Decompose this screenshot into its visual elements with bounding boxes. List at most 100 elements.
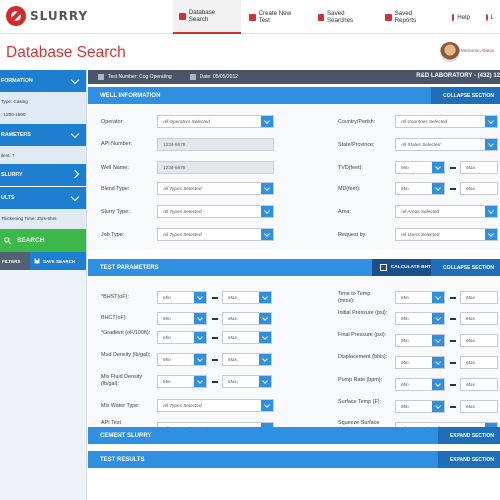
chevron-down-icon xyxy=(70,75,80,85)
welcome-prefix: Welcome, xyxy=(461,48,481,53)
final-pressure-min-select[interactable]: Min. xyxy=(395,334,445,347)
md-min-select[interactable]: Min. xyxy=(395,182,445,195)
bhst-min-select[interactable]: Min. xyxy=(157,291,207,304)
bhct-min-select[interactable]: Min. xyxy=(157,312,207,325)
range-dash xyxy=(450,362,456,364)
mud-density-label: Mud Density (lb/gal): xyxy=(101,352,151,358)
expand-section-button[interactable]: EXPAND SECTION xyxy=(437,427,500,444)
chevron-down-icon xyxy=(194,376,206,387)
initial-pressure-min-select[interactable]: Min. xyxy=(395,312,445,325)
chevron-down-icon xyxy=(432,335,444,346)
range-dash xyxy=(212,359,218,361)
country-select[interactable]: All Countries Selected xyxy=(395,115,498,128)
top-navigation-bar: SLURRY Database Search Create New Test S… xyxy=(0,0,500,34)
nav-create-new-test[interactable]: Create New Test xyxy=(243,0,307,34)
time-to-temp-min-select[interactable]: Min. xyxy=(395,291,445,304)
chevron-down-icon xyxy=(70,192,80,202)
area-select[interactable]: All Areas Selected xyxy=(395,205,498,218)
request-by-select[interactable]: All Users Selected xyxy=(395,228,498,241)
collapse-section-button[interactable]: COLLAPSE SECTION xyxy=(431,259,500,276)
chevron-down-icon xyxy=(194,292,206,303)
search-button[interactable]: SEARCH xyxy=(0,229,86,252)
nav-logout[interactable]: L xyxy=(480,0,500,34)
expand-section-button[interactable]: EXPAND SECTION xyxy=(437,451,500,468)
bhct-max-select[interactable]: Max. xyxy=(222,312,272,325)
mix-water-type-label: Mix Water Type: xyxy=(101,403,140,409)
nav-saved-reports[interactable]: Saved Reports xyxy=(379,0,439,34)
collapse-section-button[interactable]: COLLAPSE SECTION xyxy=(431,87,500,104)
help-icon xyxy=(452,13,455,21)
mix-water-type-select[interactable]: All Types Selected xyxy=(157,399,274,412)
nav-help[interactable]: Help xyxy=(446,0,476,34)
filters-button[interactable]: FILTERS xyxy=(0,252,30,270)
mud-density-min-select[interactable]: Min. xyxy=(157,353,207,366)
initial-pressure-label: Initial Pressure (psi): xyxy=(338,310,388,316)
save-search-button[interactable]: SAVE SEARCH xyxy=(30,252,86,270)
tvd-max-select[interactable]: Max. xyxy=(460,161,498,174)
state-select[interactable]: All States Selected xyxy=(395,138,498,151)
range-dash xyxy=(450,384,456,386)
chevron-down-icon xyxy=(259,376,271,387)
displacement-max-select[interactable]: Max. xyxy=(460,356,498,369)
md-label: MD(feet): xyxy=(338,186,361,192)
lab-contact: R&D LABORATORY - (432) 12 xyxy=(416,73,500,79)
chevron-down-icon xyxy=(259,332,271,343)
sidebar-section-formation[interactable]: FORMATION xyxy=(0,70,86,92)
avatar[interactable] xyxy=(440,42,460,62)
well-name-field[interactable]: 1234-5678 xyxy=(157,161,274,174)
range-dash xyxy=(212,297,218,299)
database-icon xyxy=(179,12,186,20)
slurry-type-select[interactable]: All Types Selected xyxy=(157,205,274,218)
sidebar-section-results[interactable]: ULTS xyxy=(0,187,86,209)
surface-temp-max-select[interactable]: Max. xyxy=(460,400,498,413)
pump-rate-max-select[interactable]: Max. xyxy=(460,378,498,391)
gradient-min-select[interactable]: Min. xyxy=(157,331,207,344)
time-to-temp-max-select[interactable]: Max. xyxy=(460,291,498,304)
sidebar-section-parameters[interactable]: RAMETERS xyxy=(0,124,86,146)
mix-fluid-density-label: Mix Fluid Density (lb/gal): xyxy=(101,374,143,387)
job-type-select[interactable]: All Types Selected xyxy=(157,228,274,241)
mix-fluid-density-max-select[interactable]: Max. xyxy=(222,375,272,388)
operator-select[interactable]: All Operators Selected xyxy=(157,115,274,128)
slurry-logo[interactable]: SLURRY xyxy=(6,6,88,26)
mix-fluid-density-min-select[interactable]: Min. xyxy=(157,375,207,388)
user-name[interactable]: Danie xyxy=(482,48,494,53)
chevron-down-icon xyxy=(432,292,444,303)
chevron-down-icon xyxy=(194,313,206,324)
sidebar-filter-item: : 1200-1500 xyxy=(1,112,26,117)
range-dash xyxy=(212,381,218,383)
api-number-field[interactable]: 1234-5678 xyxy=(157,138,274,151)
nav-database-search[interactable]: Database Search xyxy=(173,0,241,34)
gradient-max-select[interactable]: Max. xyxy=(222,331,272,344)
job-type-label: Job Type: xyxy=(101,232,125,238)
sidebar: FORMATION Type: Casing : 1200-1500 RAMET… xyxy=(0,70,87,500)
sidebar-results-body: Thickening Time: 2hrs-5hrs xyxy=(0,209,86,229)
surface-temp-min-select[interactable]: Min. xyxy=(395,400,445,413)
mud-density-max-select[interactable]: Max. xyxy=(222,353,272,366)
range-dash xyxy=(212,337,218,339)
chevron-right-icon xyxy=(70,169,80,179)
displacement-min-select[interactable]: Min. xyxy=(395,356,445,369)
final-pressure-max-select[interactable]: Max. xyxy=(460,334,498,347)
nav-saved-searches[interactable]: Saved Searches xyxy=(312,0,372,34)
chevron-down-icon xyxy=(485,229,497,240)
chevron-down-icon xyxy=(485,206,497,217)
test-info-bar: Test Number: Cog Operating Date: 05/05/2… xyxy=(88,70,500,84)
area-label: Area: xyxy=(338,209,351,215)
blend-type-label: Blend Type: xyxy=(101,186,130,192)
sidebar-section-slurry[interactable]: SLURRY xyxy=(0,164,86,186)
bhst-max-select[interactable]: Max. xyxy=(222,291,272,304)
range-dash xyxy=(450,340,456,342)
blend-type-select[interactable]: All Types Selected xyxy=(157,182,274,195)
chevron-down-icon xyxy=(194,354,206,365)
range-dash xyxy=(450,167,456,169)
md-max-select[interactable]: Max. xyxy=(460,182,498,195)
country-label: Country/Perish: xyxy=(338,119,376,125)
state-label: State/Province: xyxy=(338,142,375,148)
bhct-label: BHCT(oF): xyxy=(101,315,128,321)
pump-rate-label: Pump Rate (bpm): xyxy=(338,377,383,383)
initial-pressure-max-select[interactable]: Max. xyxy=(460,312,498,325)
pump-rate-min-select[interactable]: Min. xyxy=(395,378,445,391)
tvd-min-select[interactable]: Min. xyxy=(395,161,445,174)
calculate-bht-button[interactable]: CALCULATE BHT xyxy=(371,259,439,276)
